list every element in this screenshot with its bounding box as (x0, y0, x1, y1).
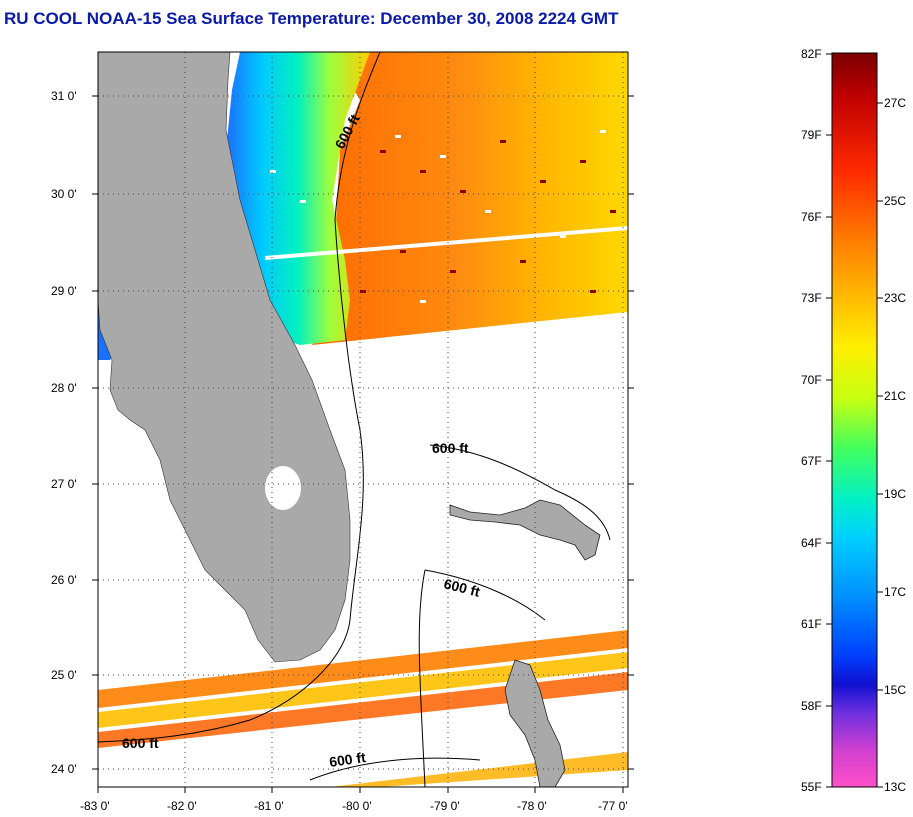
lake-okeechobee (265, 466, 301, 510)
colorbar-c-17: 17C (884, 585, 906, 599)
sst-swath-south-3 (98, 672, 628, 748)
lat-label-25: 25 0' (51, 668, 77, 682)
colorbar-f-61: 61F (801, 617, 822, 631)
colorbar (831, 52, 878, 788)
map-plot-area (98, 52, 628, 787)
colorbar-f-67: 67F (801, 454, 822, 468)
colorbar-f-79: 79F (801, 128, 822, 142)
colorbar-c-21: 21C (884, 389, 906, 403)
lat-label-24: 24 0' (51, 762, 77, 776)
colorbar-f-55: 55F (801, 780, 822, 794)
lat-label-27: 27 0' (51, 477, 77, 491)
contour-label-bahamas: 600 ft (432, 440, 469, 456)
lat-label-31: 31 0' (51, 89, 77, 103)
lon-label-82: -82 0' (167, 799, 197, 813)
contour-600ft-bahamas (429, 444, 611, 541)
contour-600ft-andros (418, 569, 546, 787)
lon-label-80: -80 0' (342, 799, 372, 813)
lon-label-83: -83 0' (80, 799, 110, 813)
colorbar-c-13: 13C (884, 780, 906, 794)
axis-tick-marks (92, 95, 634, 793)
colorbar-c-23: 23C (884, 291, 906, 305)
contour-600ft-florida (98, 52, 381, 743)
colorbar-f-76: 76F (801, 210, 822, 224)
graticule (98, 52, 628, 787)
lon-label-77: -77 0' (598, 799, 628, 813)
lon-label-78: -78 0' (517, 799, 547, 813)
sst-swath-south-1 (98, 630, 628, 708)
colorbar-f-64: 64F (801, 536, 822, 550)
contour-label-southwest: 600 ft (122, 735, 159, 751)
colorbar-f-82: 82F (801, 47, 822, 61)
lat-label-30: 30 0' (51, 187, 77, 201)
colorbar-c-15: 15C (884, 683, 906, 697)
colorbar-f-58: 58F (801, 699, 822, 713)
colorbar-c-25: 25C (884, 194, 906, 208)
sst-warm-region (312, 52, 628, 345)
scan-gap-line (264, 226, 628, 260)
lat-label-28: 28 0' (51, 381, 77, 395)
lon-label-79: -79 0' (430, 799, 460, 813)
colorbar-c-27: 27C (884, 96, 906, 110)
lat-label-29: 29 0' (51, 284, 77, 298)
florida-land (98, 52, 351, 663)
sst-swath-south-2 (98, 652, 628, 728)
page-title: RU COOL NOAA-15 Sea Surface Temperature:… (4, 9, 619, 28)
colorbar-f-70: 70F (801, 373, 822, 387)
colorbar-ticks (826, 53, 883, 788)
bahamas-land (449, 499, 601, 561)
contour-label-south: 600 ft (328, 749, 367, 770)
colorbar-c-19: 19C (884, 487, 906, 501)
lon-label-81: -81 0' (254, 799, 284, 813)
contour-600ft-south (309, 757, 481, 781)
lat-label-26: 26 0' (51, 573, 77, 587)
colorbar-f-73: 73F (801, 291, 822, 305)
andros-island (504, 659, 566, 787)
sst-speckles-light (270, 130, 606, 303)
map-frame (97, 51, 629, 788)
